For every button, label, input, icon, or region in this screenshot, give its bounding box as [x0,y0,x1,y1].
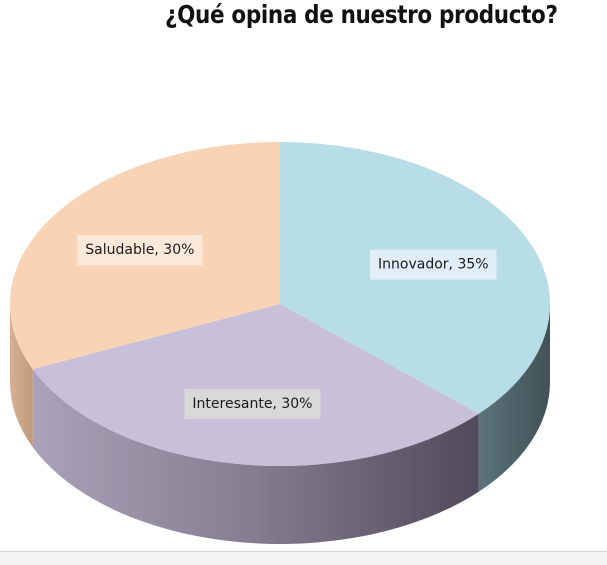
data-label-text: Innovador, 35% [378,257,489,273]
pie-side-saludable [10,304,33,448]
data-label-innovador: Innovador, 35% [370,249,497,280]
pie-data-labels: Innovador, 35% Interesante, 30% Saludable,… [77,235,497,420]
pie-sides [10,304,550,544]
bottom-strip [0,551,607,565]
data-label-box [184,389,321,420]
pie-side-interesante [32,369,479,544]
pie-slice-interesante [32,304,479,466]
data-label-interesante: Interesante, 30% [184,389,321,420]
chart-title: ¿Qué opina de nuestro producto? [165,0,558,29]
data-label-saludable: Saludable, 30% [77,235,203,266]
data-label-text: Saludable, 30% [85,242,194,258]
data-label-box [77,235,203,266]
pie-chart: Innovador, 35% Interesante, 30% Saludable,… [10,142,550,544]
data-label-text: Interesante, 30% [192,396,312,412]
data-label-box [370,249,497,280]
pie-side-innovador [478,304,550,492]
